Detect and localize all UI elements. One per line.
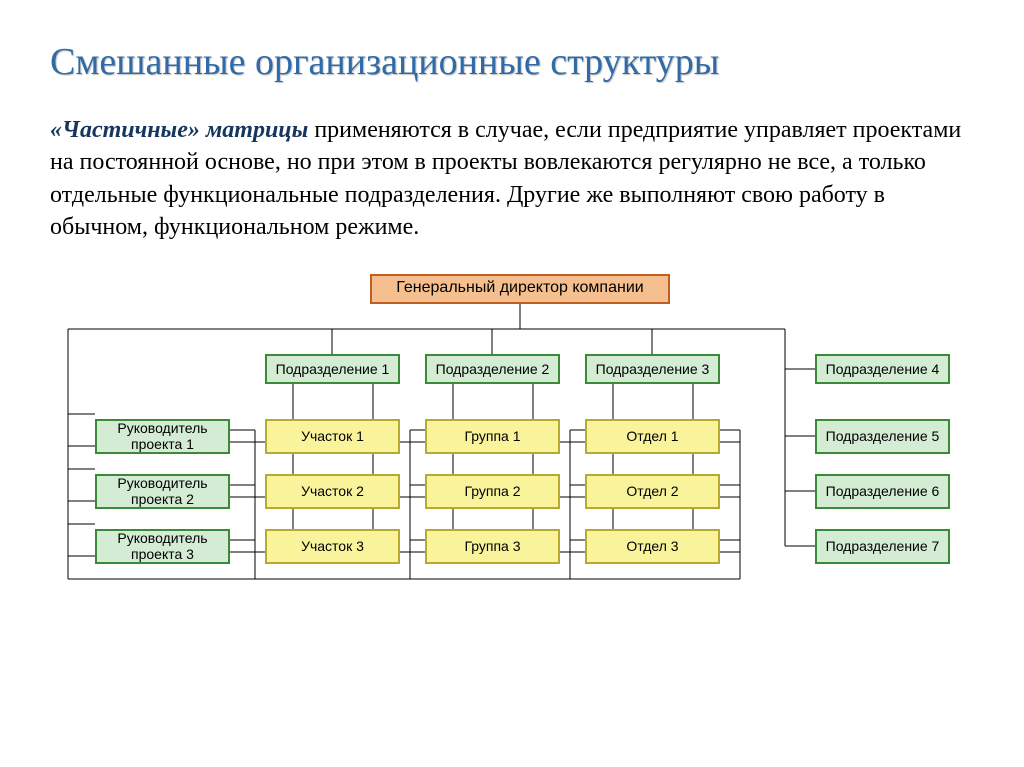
org-node-div2: Подразделение 2 bbox=[425, 354, 560, 384]
org-node-g2: Группа 2 bbox=[425, 474, 560, 509]
org-node-div7: Подразделение 7 bbox=[815, 529, 950, 564]
org-node-g1: Группа 1 bbox=[425, 419, 560, 454]
org-node-div5: Подразделение 5 bbox=[815, 419, 950, 454]
org-node-u1: Участок 1 bbox=[265, 419, 400, 454]
org-chart: Генеральный директор компании Подразделен… bbox=[40, 274, 1000, 604]
paragraph-emphasis: «Частичные» матрицы bbox=[50, 117, 308, 143]
slide-title: Смешанные организационные структуры bbox=[50, 40, 974, 84]
slide-paragraph: «Частичные» матрицы применяются в случае… bbox=[50, 114, 974, 244]
org-node-u2: Участок 2 bbox=[265, 474, 400, 509]
org-node-div1: Подразделение 1 bbox=[265, 354, 400, 384]
org-node-div4: Подразделение 4 bbox=[815, 354, 950, 384]
org-node-u3: Участок 3 bbox=[265, 529, 400, 564]
org-node-pm3: Руководитель проекта 3 bbox=[95, 529, 230, 564]
org-node-div6: Подразделение 6 bbox=[815, 474, 950, 509]
org-node-g3: Группа 3 bbox=[425, 529, 560, 564]
org-node-o1: Отдел 1 bbox=[585, 419, 720, 454]
org-node-div3: Подразделение 3 bbox=[585, 354, 720, 384]
org-node-pm2: Руководитель проекта 2 bbox=[95, 474, 230, 509]
org-node-director: Генеральный директор компании bbox=[370, 274, 670, 304]
org-node-o3: Отдел 3 bbox=[585, 529, 720, 564]
org-node-pm1: Руководитель проекта 1 bbox=[95, 419, 230, 454]
org-node-o2: Отдел 2 bbox=[585, 474, 720, 509]
